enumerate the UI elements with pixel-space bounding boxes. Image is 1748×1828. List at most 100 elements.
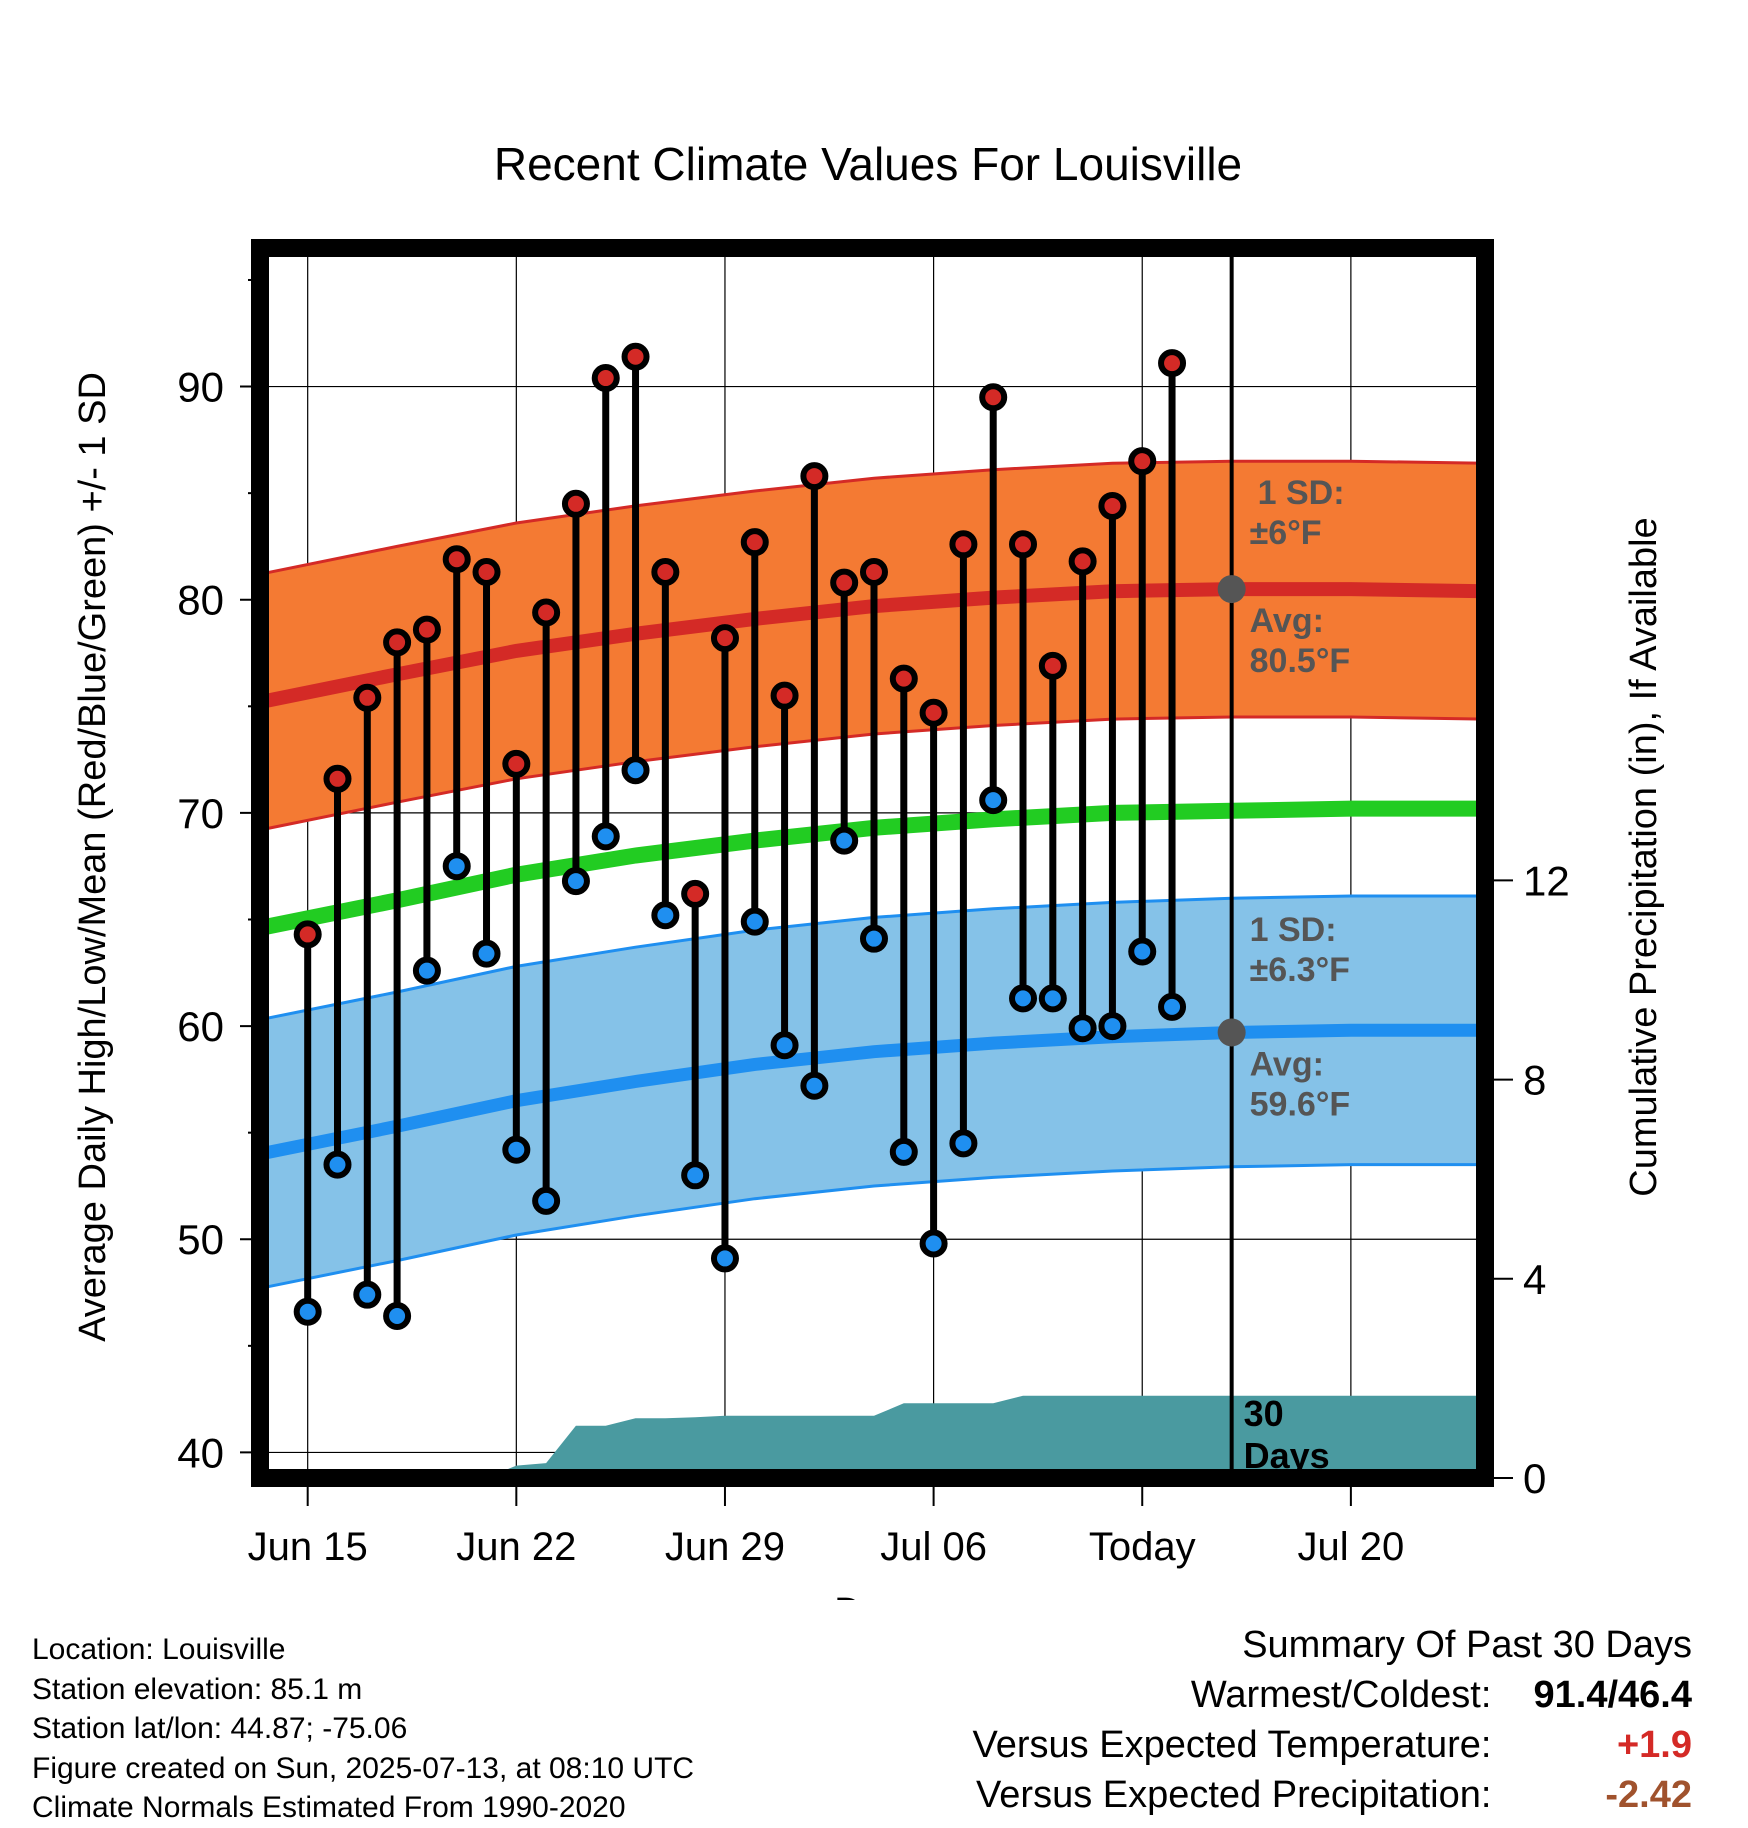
x-tick-label: Jul 06 (880, 1525, 987, 1569)
daily-low-point (979, 786, 1008, 815)
y-axis-label: Average Daily High/Low/Mean (Red/Blue/Gr… (72, 372, 114, 1342)
x-tick-label: Today (1089, 1525, 1196, 1569)
daily-high-point (442, 545, 471, 574)
meta-location: Location: Louisville (32, 1633, 286, 1666)
daily-high-point (1009, 530, 1038, 559)
daily-high-point (859, 558, 888, 587)
daily-high-point (323, 764, 352, 793)
normal-low-sd-band (260, 896, 1485, 1289)
today-normal-high-marker (1217, 575, 1246, 604)
summary-precip-value: -2.42 (1605, 1774, 1692, 1816)
daily-low-point (502, 1135, 531, 1164)
daily-low-point (800, 1071, 829, 1100)
daily-high-point (1038, 651, 1067, 680)
x-tick-label: Jul 20 (1298, 1525, 1405, 1569)
daily-high-point (1068, 547, 1097, 576)
high-avg-value: 80.5°F (1250, 642, 1351, 680)
daily-high-point (710, 624, 739, 653)
daily-high-point (800, 462, 829, 491)
daily-low-point (740, 907, 769, 936)
y2-tick-label: 12 (1523, 857, 1570, 904)
summary-precip-label: Versus Expected Precipitation: (976, 1774, 1492, 1816)
normal-low-avg-line (258, 1023, 1485, 1161)
daily-low-point (412, 956, 441, 985)
daily-low-point (353, 1280, 382, 1309)
daily-low-point (770, 1031, 799, 1060)
daily-low-point (859, 924, 888, 953)
normal-high-upper-edge (259, 459, 1486, 576)
daily-low-point (323, 1150, 352, 1179)
summary-warmest-label: Warmest/Coldest: (1190, 1674, 1492, 1716)
high-sd-value: ±6°F (1250, 514, 1322, 552)
summary-panel: Summary Of Past 30 Days Warmest/Coldest:… (973, 1620, 1692, 1820)
y2-tick-label: 0 (1523, 1455, 1546, 1502)
daily-low-point (1098, 1012, 1127, 1041)
low-avg-label: Avg: (1250, 1045, 1324, 1083)
meta-latlon: Station lat/lon: 44.87; -75.06 (32, 1712, 408, 1745)
meta-elevation: Station elevation: 85.1 m (32, 1672, 363, 1706)
chart-title: Recent Climate Values For Louisville (494, 138, 1242, 190)
daily-high-point (561, 489, 590, 518)
x-tick-label: Jun 22 (456, 1525, 576, 1569)
summary-temp-value: +1.9 (1616, 1724, 1692, 1766)
daily-high-point (412, 615, 441, 644)
daily-low-point (710, 1244, 739, 1273)
daily-high-point (532, 598, 561, 627)
daily-high-point (1128, 447, 1157, 476)
cumulative-precip-area (260, 1395, 1485, 1478)
daily-high-point (979, 383, 1008, 412)
summary-temp-label: Versus Expected Temperature: (972, 1724, 1492, 1766)
daily-high-point (353, 683, 382, 712)
climate-chart: Recent Climate Values For Louisville 1 S… (72, 138, 1665, 1600)
daily-high-point (889, 664, 918, 693)
x-tick-label: Jun 15 (248, 1525, 368, 1569)
daily-high-point (830, 568, 859, 597)
daily-low-point (1009, 984, 1038, 1013)
summary-warmest-value: 91.4/46.4 (1533, 1674, 1692, 1716)
y-tick-label: 80 (177, 577, 224, 624)
daily-high-point (502, 749, 531, 778)
plot-frame (251, 239, 1494, 1487)
x-axis-label: Day (834, 1591, 902, 1600)
normal-low-lower-edge (259, 1163, 1485, 1290)
daily-low-point (830, 826, 859, 855)
summary-heading: Summary Of Past 30 Days (1242, 1624, 1692, 1666)
daily-high-point (740, 528, 769, 557)
y-tick-label: 50 (177, 1216, 224, 1263)
daily-high-point (293, 920, 322, 949)
daily-high-point (621, 342, 650, 371)
daily-high-point (1158, 349, 1187, 378)
daily-low-point (621, 756, 650, 785)
window-label-line1: 30 (1244, 1393, 1284, 1434)
daily-low-point (1128, 937, 1157, 966)
summary-precip-row: Versus Expected Precipitation: -2.42 (973, 1770, 1692, 1820)
daily-high-point (949, 530, 978, 559)
daily-low-point (1038, 984, 1067, 1013)
daily-high-point (681, 879, 710, 908)
summary-temp-row: Versus Expected Temperature: +1.9 (973, 1720, 1692, 1770)
y-tick-label: 70 (177, 790, 224, 837)
y-tick-label: 90 (177, 364, 224, 411)
daily-low-point (472, 939, 501, 968)
daily-low-point (442, 852, 471, 881)
daily-low-point (919, 1229, 948, 1258)
daily-low-point (591, 822, 620, 851)
daily-high-point (472, 558, 501, 587)
y-tick-label: 40 (177, 1429, 224, 1476)
daily-high-point (651, 558, 680, 587)
daily-high-point (383, 628, 412, 657)
today-normal-low-marker (1217, 1018, 1246, 1047)
meta-created: Figure created on Sun, 2025-07-13, at 08… (32, 1751, 695, 1785)
daily-low-point (889, 1137, 918, 1166)
daily-high-point (770, 681, 799, 710)
daily-low-point (383, 1301, 412, 1330)
station-metadata: Location: Louisville Station elevation: … (32, 1630, 694, 1828)
y2-axis-label: Cumulative Precipitation (in), If Availa… (1623, 517, 1665, 1196)
y2-tick-label: 4 (1523, 1256, 1546, 1303)
daily-low-point (1068, 1014, 1097, 1043)
daily-low-point (1158, 992, 1187, 1021)
daily-high-point (591, 364, 620, 393)
daily-low-point (293, 1297, 322, 1326)
daily-low-point (532, 1186, 561, 1215)
